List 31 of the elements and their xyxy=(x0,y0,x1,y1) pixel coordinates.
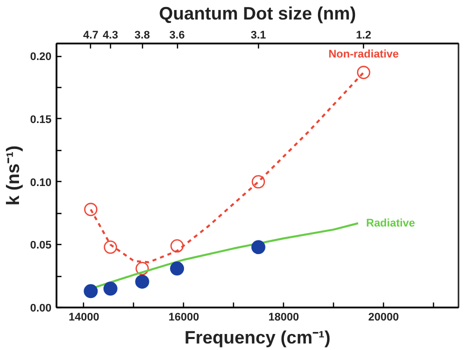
point xyxy=(136,262,149,276)
x-tick-label: 16000 xyxy=(168,312,200,324)
point xyxy=(84,202,98,216)
x-axis-title: Frequency (cm⁻¹) xyxy=(184,328,331,348)
point xyxy=(252,175,265,188)
text: 3.1 xyxy=(250,30,266,42)
y-axis-title: k (ns⁻¹) xyxy=(3,145,24,206)
text: 3.8 xyxy=(134,30,150,42)
series-label: Radiative xyxy=(366,217,416,230)
point xyxy=(104,240,118,254)
x-tick-label: 20000 xyxy=(368,312,399,324)
point xyxy=(170,239,184,253)
text: 1.2 xyxy=(356,30,372,42)
x2-axis-title: Quantum Dot size (nm) xyxy=(159,4,356,24)
y-tick-label: 0.10 xyxy=(30,176,52,189)
point xyxy=(356,66,370,80)
point xyxy=(251,240,266,254)
point xyxy=(84,284,98,298)
point xyxy=(103,282,118,296)
y-tick-label: 0.15 xyxy=(30,114,52,126)
x-tick-label: 18000 xyxy=(268,312,300,324)
point xyxy=(135,274,150,289)
x-tick-label: 14000 xyxy=(68,312,100,324)
point xyxy=(170,262,184,276)
text: 3.6 xyxy=(169,30,185,42)
y-tick-label: 0.20 xyxy=(30,51,52,64)
text: 4.7 xyxy=(83,30,98,42)
series-label: Non-radiative xyxy=(328,48,399,60)
y-tick-label: 0.00 xyxy=(30,302,52,314)
text: 4.3 xyxy=(102,30,118,42)
y-tick-label: 0.05 xyxy=(30,240,52,252)
